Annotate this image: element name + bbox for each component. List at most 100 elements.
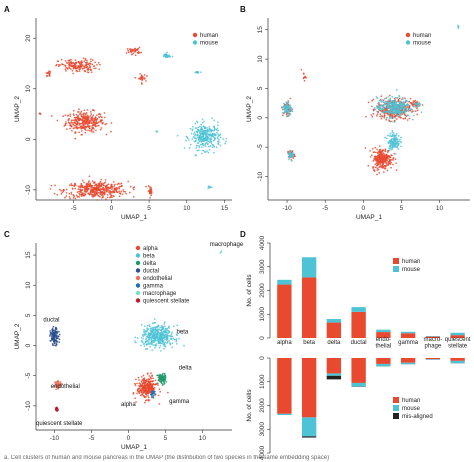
point-alpha — [149, 377, 152, 379]
point-mouse — [386, 101, 389, 104]
point-mouse — [407, 107, 410, 110]
point-gamma — [154, 390, 156, 393]
point-human — [303, 79, 306, 82]
point-mouse — [392, 112, 394, 114]
point-human — [69, 197, 71, 200]
point-mouse — [457, 25, 460, 28]
point-human — [386, 151, 389, 154]
point-endothelial — [55, 388, 57, 391]
point-ductal — [52, 325, 55, 328]
legend-swatch-ductal — [135, 268, 141, 273]
point-ductal — [55, 340, 58, 343]
point-mouse — [188, 139, 190, 141]
point-human — [74, 121, 76, 123]
point-beta — [145, 330, 148, 333]
point-human — [379, 148, 381, 151]
point-human — [78, 131, 81, 134]
point-mouse — [392, 99, 395, 102]
point-human — [76, 191, 79, 193]
point-human — [411, 103, 414, 106]
point-human — [139, 78, 142, 80]
point-mouse — [217, 124, 219, 127]
point-human — [91, 117, 94, 120]
point-ductal — [51, 328, 54, 331]
point-mouse — [204, 136, 207, 138]
y-tick-label-bottom: 3000 — [259, 422, 266, 437]
point-beta — [158, 341, 161, 344]
point-mouse — [288, 153, 291, 156]
point-human — [380, 117, 383, 120]
point-delta — [161, 380, 163, 382]
point-alpha — [152, 380, 155, 382]
point-human — [55, 64, 57, 67]
point-beta — [157, 340, 160, 343]
point-mouse — [189, 143, 192, 146]
point-mouse — [389, 98, 392, 101]
point-human — [147, 185, 150, 187]
point-human — [375, 160, 378, 162]
point-human — [95, 114, 98, 117]
point-human — [132, 196, 135, 198]
point-mouse — [203, 120, 205, 123]
point-mouse — [209, 145, 212, 147]
point-human — [74, 59, 77, 61]
point-mouse — [207, 140, 209, 143]
point-mouse — [413, 106, 415, 108]
point-human — [384, 148, 387, 151]
point-mouse — [391, 120, 393, 123]
point-human — [72, 119, 75, 122]
point-human — [412, 101, 415, 104]
point-alpha — [144, 387, 147, 389]
point-human — [385, 118, 388, 121]
legend-swatch-mouse — [393, 266, 399, 272]
point-mouse — [202, 149, 204, 152]
point-mouse — [201, 146, 203, 148]
point-beta — [155, 325, 158, 328]
point-mouse — [398, 115, 401, 117]
point-human — [378, 145, 381, 147]
point-alpha — [150, 372, 152, 374]
point-mouse — [206, 128, 209, 131]
point-alpha — [145, 390, 148, 393]
point-human — [106, 196, 109, 199]
point-mouse — [197, 141, 200, 144]
point-mouse — [166, 51, 168, 54]
point-human — [134, 54, 137, 57]
point-mouse — [393, 105, 396, 107]
point-mouse — [207, 136, 210, 139]
point-alpha — [146, 384, 149, 387]
point-human — [95, 183, 97, 186]
point-human — [380, 95, 383, 97]
point-mouse — [388, 135, 391, 137]
point-human — [105, 185, 107, 188]
point-human — [389, 156, 392, 159]
point-beta — [159, 334, 161, 337]
point-human — [82, 57, 85, 60]
point-beta — [163, 323, 166, 325]
point-human — [372, 109, 375, 111]
point-mouse — [200, 138, 203, 140]
point-human — [70, 193, 73, 195]
point-human — [88, 127, 91, 130]
point-human — [116, 188, 119, 190]
point-mouse — [397, 107, 399, 110]
point-beta — [154, 345, 157, 347]
point-human — [105, 198, 107, 201]
point-human — [91, 190, 94, 192]
point-mouse — [291, 108, 293, 111]
point-human — [72, 72, 74, 75]
point-human — [60, 189, 62, 192]
point-human — [376, 148, 378, 151]
point-human — [141, 78, 143, 81]
point-human — [89, 185, 92, 188]
point-mouse — [210, 130, 213, 133]
point-mouse — [288, 110, 291, 113]
point-mouse — [392, 132, 395, 135]
point-human — [84, 61, 87, 64]
point-mouse — [195, 71, 198, 74]
point-human — [92, 131, 95, 133]
y-tick-label: 0 — [257, 116, 264, 120]
point-human — [118, 187, 121, 190]
point-mouse — [396, 114, 399, 117]
point-human — [80, 133, 83, 136]
